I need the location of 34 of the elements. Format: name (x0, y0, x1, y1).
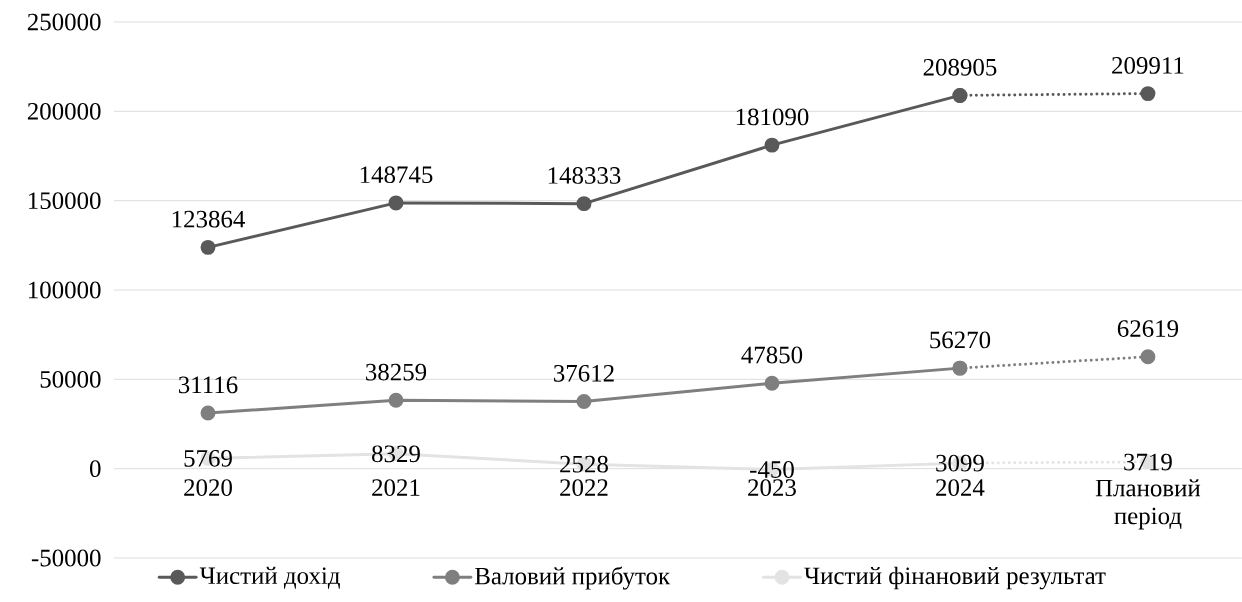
x-tick-label: 2024 (936, 479, 985, 496)
x-tick-label: 2022 (560, 479, 608, 496)
y-tick-label: 250000 (27, 13, 101, 31)
data-label: 62619 (1117, 320, 1179, 337)
data-label: 47850 (741, 346, 803, 364)
data-label: 3719 (1124, 453, 1172, 471)
data-label: 3099 (936, 454, 984, 472)
y-tick-label: 50000 (40, 370, 101, 388)
legend-label: Валовий прибуток (475, 566, 671, 590)
data-label: 38259 (366, 363, 427, 381)
data-label: 56270 (930, 331, 991, 349)
data-label: 123864 (172, 210, 245, 228)
data-label: 37612 (554, 364, 614, 382)
data-label: 148333 (548, 167, 621, 184)
legend-label: Чистий дохід (199, 566, 340, 589)
data-label: 208905 (923, 58, 997, 76)
legend-label: Чистий фінановий результат (804, 566, 1106, 590)
y-tick-label: -50000 (31, 549, 101, 567)
data-label: 181090 (736, 108, 809, 126)
y-tick-label: 0 (90, 460, 101, 478)
data-label: 5769 (184, 450, 232, 467)
x-tick-label: 2021 (372, 479, 420, 496)
data-label: 31116 (178, 376, 238, 394)
data-label: -450 (750, 461, 794, 478)
x-tick-label: 2023 (748, 479, 796, 496)
data-label: 2528 (560, 455, 608, 473)
data-label: 148745 (360, 166, 433, 184)
y-tick-label: 200000 (27, 102, 101, 120)
data-label: 209911 (1112, 57, 1184, 74)
y-tick-label: 150000 (28, 192, 101, 210)
data-label: 8329 (372, 445, 420, 463)
y-tick-label: 100000 (28, 281, 101, 299)
x-tick-label: 2020 (184, 479, 232, 496)
x-tick-label: Плановий період (1095, 479, 1201, 530)
